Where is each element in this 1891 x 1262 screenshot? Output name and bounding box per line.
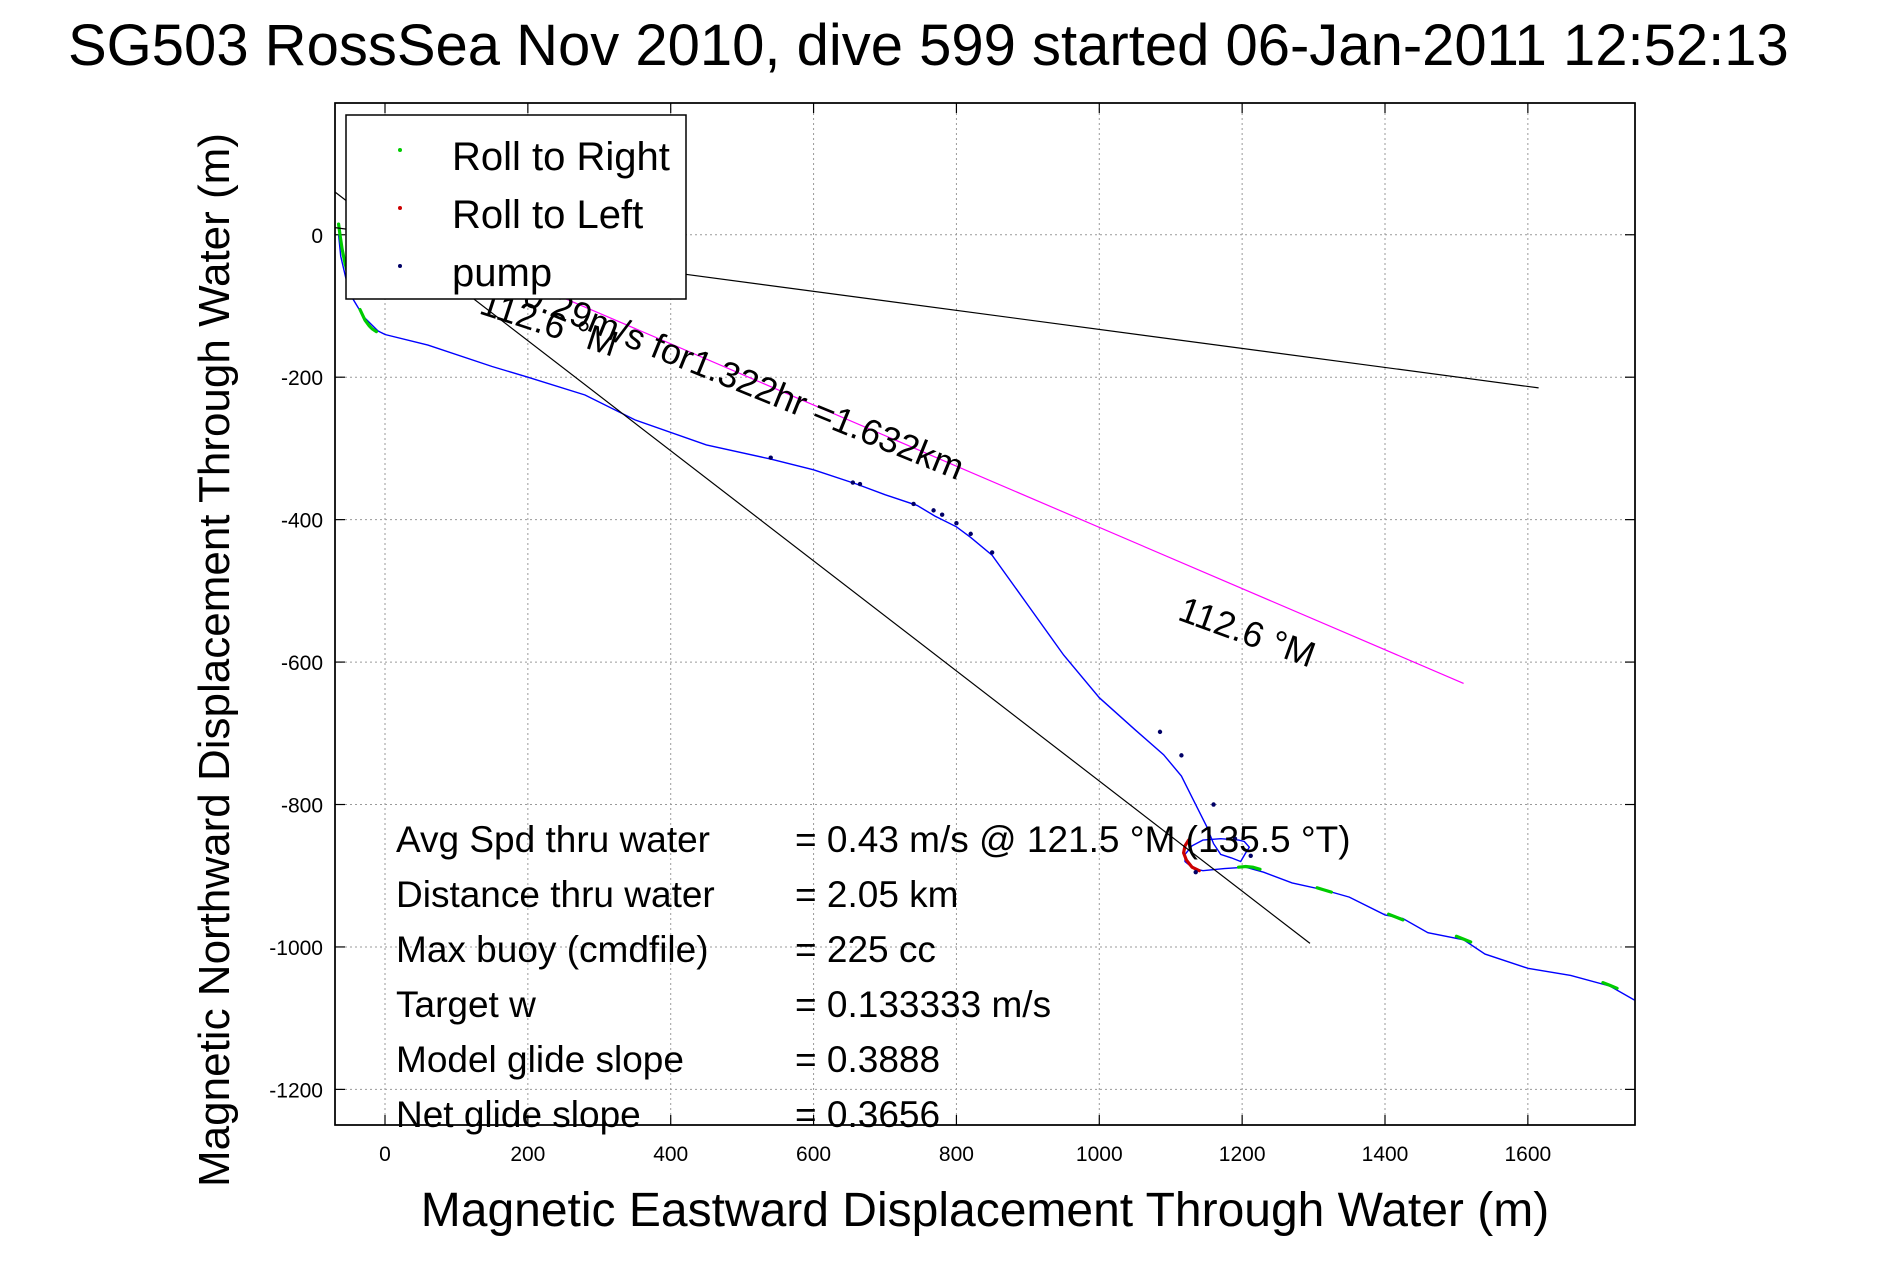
x-tick-label: 1600 [1504,1143,1551,1166]
y-tick-label: -1200 [269,1079,323,1102]
series-pump-point [989,550,995,555]
series-roll-to-right-segment [358,307,378,334]
series-pump-point [1179,753,1184,758]
series-pump-point [1248,853,1253,858]
series-pump-point [857,481,863,487]
x-tick-label: 1000 [1076,1143,1123,1166]
stat-label-distance: Distance thru water [396,874,715,915]
series-roll-to-left-segment [1181,838,1201,873]
series-roll-to-right-segment [1315,886,1334,894]
stat-label-max-buoy: Max buoy (cmdfile) [396,929,709,970]
legend-label-roll-left: Roll to Left [452,193,643,237]
stat-value-distance: = 2.05 km [795,874,959,915]
y-tick-label: -1000 [269,937,323,960]
x-axis-label: Magnetic Eastward Displacement Through W… [421,1184,1549,1237]
x-tick-label: 600 [796,1143,831,1166]
series-pump-point [911,501,916,507]
stats-block: Avg Spd thru water = 0.43 m/s @ 121.5 °M… [396,819,1351,1135]
y-axis-label: Magnetic Northward Displacement Through … [190,133,239,1187]
stat-label-net-glide: Net glide slope [396,1094,641,1135]
y-tick-label: -200 [281,367,323,390]
series-pump-point [954,520,959,526]
series-heading-line-2 [334,191,1311,944]
legend-marker-pump [398,264,402,268]
y-tick-label: -800 [281,795,323,818]
chart-title: SG503 RossSea Nov 2010, dive 599 started… [68,13,1789,78]
series-pump-point [1211,802,1216,807]
series-pump-point [1193,869,1198,875]
x-tick-label: 400 [653,1143,688,1166]
stat-value-model-glide: = 0.3888 [795,1039,940,1080]
series-roll-to-right-segment [1386,912,1405,922]
legend-label-roll-right: Roll to Right [452,135,670,179]
series-roll-to-right-segment [1236,864,1262,871]
stat-label-avg-speed: Avg Spd thru water [396,819,710,860]
series-current-line [499,269,1464,684]
x-tick-label: 1200 [1219,1143,1266,1166]
x-tick-label: 0 [379,1143,391,1166]
legend-marker-roll-left [398,206,402,210]
legend: Roll to Right Roll to Left pump [345,114,687,300]
x-tick-label: 1400 [1362,1143,1409,1166]
series-roll-to-right-segment [1454,934,1473,944]
y-tick-label: 0 [311,225,323,248]
series-pump-point [850,480,856,485]
stat-value-max-buoy: = 225 cc [795,929,936,970]
axis-ticks: 0 200 400 600 800 1000 1200 1400 1600 0 -200 -400 -6… [269,103,1635,1166]
stat-label-model-glide: Model glide slope [396,1039,684,1080]
series-pump-point [939,512,945,517]
legend-box [345,114,687,300]
y-tick-label: -400 [281,510,323,533]
legend-marker-roll-right [398,148,402,152]
series-pump-point [1232,836,1238,841]
series-pump-point [931,508,936,513]
stat-value-target-w: = 0.133333 m/s [795,984,1051,1025]
x-tick-label: 800 [939,1143,974,1166]
x-tick-label: 200 [510,1143,545,1166]
stat-value-net-glide: = 0.3656 [795,1094,940,1135]
plot-frame-border [334,102,1636,1126]
y-tick-label: -600 [281,652,323,675]
legend-label-pump: pump [452,251,552,295]
series-pump-point [768,455,773,460]
series-pump-point [968,531,973,537]
stat-label-target-w: Target w [396,984,536,1025]
series-roll-to-right-segment [1601,980,1619,990]
series-pump-point [1157,729,1163,735]
stat-value-avg-speed: = 0.43 m/s @ 121.5 °M (135.5 °T) [795,819,1351,860]
